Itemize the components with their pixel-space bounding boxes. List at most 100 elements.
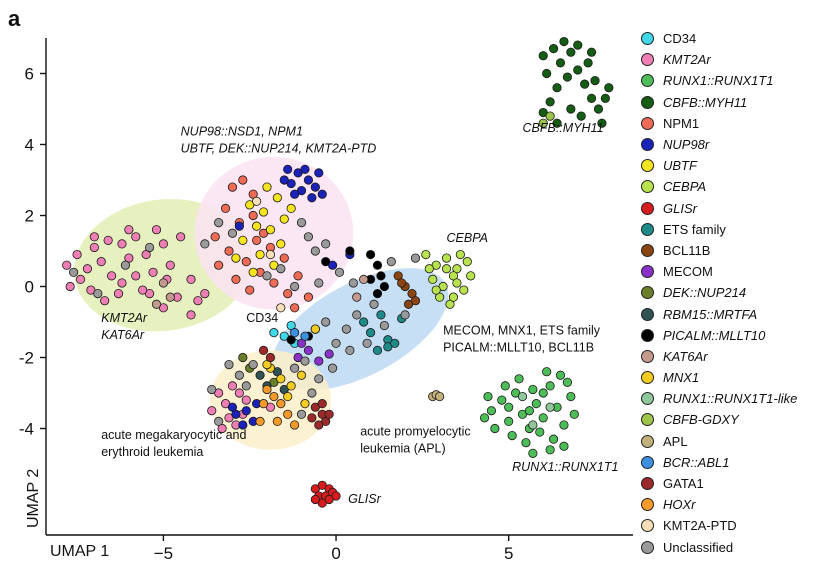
legend-marker [641, 413, 654, 427]
point-kmt2a-ptd [265, 249, 276, 260]
legend-item-glisr: GLISr [641, 198, 817, 219]
point-unclassified [262, 271, 272, 281]
legend-marker [641, 243, 654, 257]
point-gata1 [265, 352, 276, 363]
point-ubtf [258, 207, 269, 217]
legend-label: UBTF [663, 158, 697, 174]
point-unclassified [296, 218, 307, 228]
legend-marker [641, 32, 654, 46]
y-tick-label: 0 [25, 278, 34, 297]
point-kmt2a-ptd [276, 303, 286, 313]
point-kmt2ar [148, 267, 158, 277]
point-unclassified [144, 242, 155, 253]
point-runx1-runx1t1 [545, 445, 555, 455]
legend-item-mecom: MECOM [641, 261, 817, 282]
legend-marker [641, 434, 654, 448]
legend-label: PICALM::MLLT10 [663, 327, 766, 343]
legend-label: CBFB-GDXY [663, 412, 739, 428]
point-npm1 [269, 278, 279, 288]
point-ubtf [248, 267, 258, 277]
point-bcl11b [410, 296, 421, 306]
point-gata1 [307, 413, 317, 423]
legend-item-hoxr: HOXr [641, 494, 817, 515]
point-bcl11b [397, 278, 407, 288]
point-mnx1 [283, 391, 293, 402]
point-kat6ar [359, 274, 369, 284]
point-picalm-mllt10 [372, 288, 383, 299]
legend-label: NPM1 [663, 115, 700, 131]
point-runx1-runx1t1 [490, 423, 500, 434]
point-cbfb-myh11 [576, 111, 586, 121]
legend-label: BCL11B [663, 242, 711, 258]
point-ets-family [372, 345, 383, 355]
point-unclassified [290, 281, 300, 292]
legend-label: KMT2A-PTD [663, 518, 737, 534]
legend-label: RBM15::MRTFA [663, 306, 758, 322]
point-gata1 [317, 399, 327, 409]
point-ubtf [252, 221, 262, 231]
point-unclassified [348, 278, 358, 288]
point-cbfb-myh11 [593, 104, 604, 114]
point-picalm-mllt10 [372, 260, 383, 270]
point-kat6ar [165, 292, 175, 302]
point-runx1-runx1t1 [545, 381, 555, 391]
point-kmt2ar [107, 271, 117, 281]
legend-marker [641, 328, 654, 342]
legend-item-runx1-runx1t1-like: RUNX1::RUNX1T1-like [641, 388, 817, 409]
point-unclassified [234, 370, 244, 380]
point-mnx1 [276, 374, 286, 384]
legend-item-picalm-mllt10: PICALM::MLLT10 [641, 325, 817, 346]
point-kmt2ar [165, 260, 175, 270]
point-npm1 [224, 246, 234, 256]
point-cbfb-myh11 [555, 58, 566, 68]
legend-marker [641, 498, 654, 512]
point-ubtf [279, 214, 289, 224]
point-kmt2ar [75, 274, 86, 284]
legend-marker [641, 201, 654, 215]
point-unclassified [296, 409, 307, 419]
point-cbfb-myh11 [559, 36, 569, 47]
legend-marker [641, 116, 654, 130]
annotation-2: CBFB::MYH11 [523, 121, 604, 135]
point-npm1 [248, 210, 258, 221]
point-runx1-runx1t1 [486, 406, 497, 416]
point-kmt2ar [117, 278, 127, 288]
legend-item-bcl11b: BCL11B [641, 240, 817, 261]
point-cebpa [424, 264, 434, 274]
point-mnx1 [296, 370, 307, 380]
legend-label: CEBPA [663, 179, 707, 195]
legend-item-npm1: NPM1 [641, 113, 817, 134]
legend-marker [641, 180, 654, 194]
point-unclassified [362, 338, 372, 348]
legend-item-bcr-abl1: BCR::ABL1 [641, 452, 817, 473]
legend-marker [641, 455, 654, 469]
point-cebpa [452, 278, 462, 288]
legend-marker [641, 265, 654, 279]
point-unclassified [276, 264, 286, 274]
point-picalm-mllt10 [365, 249, 376, 260]
point-nup98r [307, 193, 317, 203]
legend-item-runx1-runx1t1: RUNX1::RUNX1T1 [641, 70, 817, 91]
point-cebpa [428, 274, 438, 284]
legend-marker [641, 159, 654, 173]
legend-marker [641, 53, 654, 67]
point-hoxr [269, 391, 279, 402]
point-cbfb-myh11 [573, 65, 583, 75]
point-picalm-mllt10 [379, 281, 389, 292]
point-kmt2ar [176, 232, 186, 242]
point-npm1 [231, 274, 241, 284]
point-runx1-runx1t1 [538, 388, 548, 398]
legend-item-apl: APL [641, 431, 817, 452]
point-cebpa [441, 264, 452, 274]
point-ubtf [276, 239, 286, 249]
point-ubtf [262, 182, 272, 192]
point-kmt2ar [227, 381, 238, 391]
point-runx1-runx1t1 [504, 402, 514, 412]
point-unclassified [334, 267, 345, 277]
annotation-7: acute promyelocytic leukemia (APL) [360, 425, 470, 456]
point-runx1-runx1t1-like [528, 420, 538, 430]
point-cbfb-myh11 [552, 118, 562, 128]
point-kmt2ar [82, 264, 93, 274]
point-ets-family [359, 317, 369, 327]
legend-item-kmt2a-ptd: KMT2A-PTD [641, 515, 817, 536]
